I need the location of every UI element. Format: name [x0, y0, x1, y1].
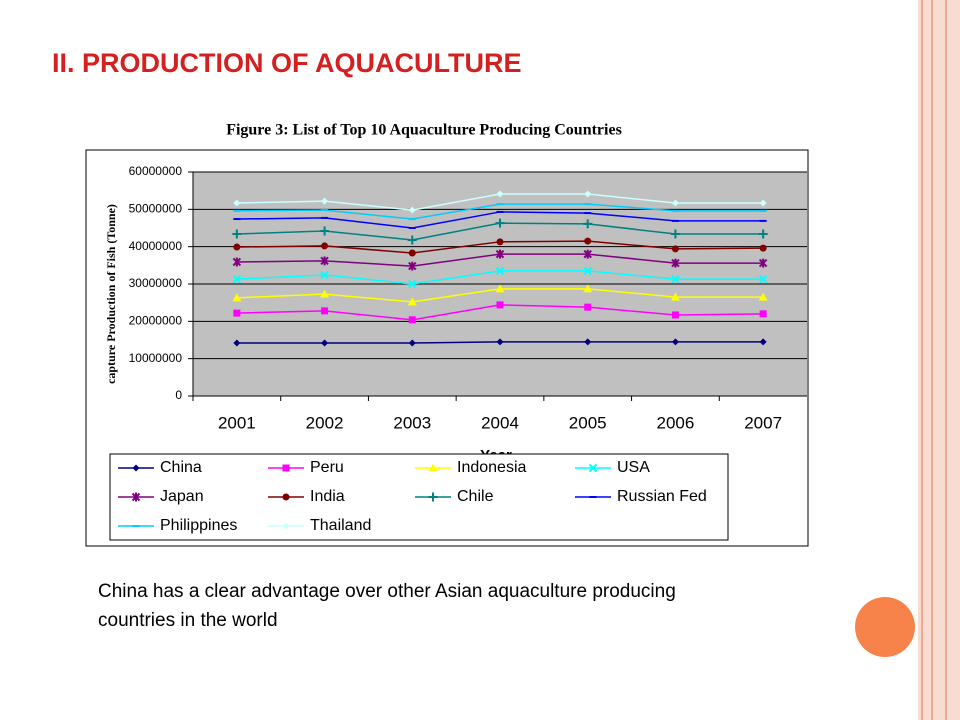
y-tick-label: 30000000 [129, 276, 183, 290]
point [671, 311, 679, 319]
point [321, 242, 329, 250]
legend-label: Thailand [310, 517, 371, 534]
point [495, 249, 505, 259]
point [233, 309, 241, 317]
legend-label: USA [617, 459, 650, 476]
point [671, 199, 679, 207]
point [759, 199, 767, 207]
legend-marker [132, 464, 140, 472]
point [320, 289, 330, 298]
point [321, 197, 329, 205]
legend-marker [428, 463, 438, 472]
point [407, 297, 417, 306]
point [408, 279, 417, 289]
point [408, 339, 416, 347]
point [759, 310, 767, 318]
point [758, 229, 768, 239]
legend-label: Indonesia [457, 459, 526, 476]
point [232, 293, 242, 302]
point [584, 190, 592, 198]
point [407, 235, 417, 245]
legend-marker [131, 492, 141, 502]
point [495, 218, 505, 228]
point [321, 307, 329, 315]
x-tick-label: 2002 [306, 413, 344, 432]
point [758, 292, 768, 301]
point [233, 339, 241, 347]
point [495, 284, 505, 293]
legend-marker [282, 522, 290, 530]
point [583, 219, 593, 229]
legend-label: Japan [160, 488, 204, 505]
y-tick-label: 50000000 [129, 202, 183, 216]
slide-heading: II. PRODUCTION OF AQUACULTURE [52, 48, 522, 78]
x-tick-label: 2006 [657, 413, 695, 432]
x-tick-label: 2005 [569, 413, 607, 432]
point [671, 258, 680, 268]
legend-label: Philippines [160, 517, 237, 534]
y-tick-label: 60000000 [129, 164, 183, 178]
point [671, 274, 680, 284]
point [496, 238, 504, 246]
point [496, 301, 504, 309]
point [408, 249, 416, 257]
caption: China has a clear advantage over other A… [98, 581, 676, 631]
x-tick-label: 2001 [218, 413, 256, 432]
x-tick-label: 2007 [744, 413, 782, 432]
point [583, 249, 592, 259]
point [408, 206, 416, 214]
point [495, 266, 505, 276]
point [583, 266, 592, 276]
legend-label: Peru [310, 459, 344, 476]
y-axis-title: capture Production of Fish (Tonne) [104, 204, 118, 384]
legend-marker [428, 492, 438, 502]
legend-marker [282, 464, 290, 472]
point [496, 338, 504, 346]
point [671, 338, 679, 346]
point [232, 257, 242, 267]
point [233, 199, 241, 207]
point [759, 244, 767, 252]
point [408, 261, 417, 271]
point [758, 258, 768, 268]
point [759, 338, 767, 346]
point [671, 245, 679, 253]
point [496, 190, 504, 198]
chart-title: Figure 3: List of Top 10 Aquaculture Pro… [226, 122, 622, 139]
legend-label: China [160, 459, 202, 476]
side-band [918, 0, 960, 720]
point [320, 256, 329, 266]
legend-label: Russian Fed [617, 488, 707, 505]
point [670, 292, 680, 301]
decor-circle [855, 597, 915, 657]
point [232, 274, 242, 284]
point [320, 226, 330, 236]
y-tick-label: 40000000 [129, 239, 183, 253]
x-tick-label: 2003 [393, 413, 431, 432]
point [321, 339, 329, 347]
y-tick-label: 10000000 [129, 351, 183, 365]
y-tick-label: 20000000 [129, 314, 183, 328]
x-tick-label: 2004 [481, 413, 519, 432]
point [758, 274, 768, 284]
point [670, 229, 680, 239]
y-tick-label: 0 [175, 388, 182, 402]
legend-marker [282, 493, 290, 501]
point [320, 270, 329, 280]
point [584, 303, 592, 311]
point [233, 243, 241, 251]
legend-label: India [310, 488, 345, 505]
legend-marker [588, 463, 598, 473]
point [408, 316, 416, 324]
point [584, 338, 592, 346]
point [232, 229, 242, 239]
point [583, 284, 593, 293]
point [584, 237, 592, 245]
legend-label: Chile [457, 488, 494, 505]
